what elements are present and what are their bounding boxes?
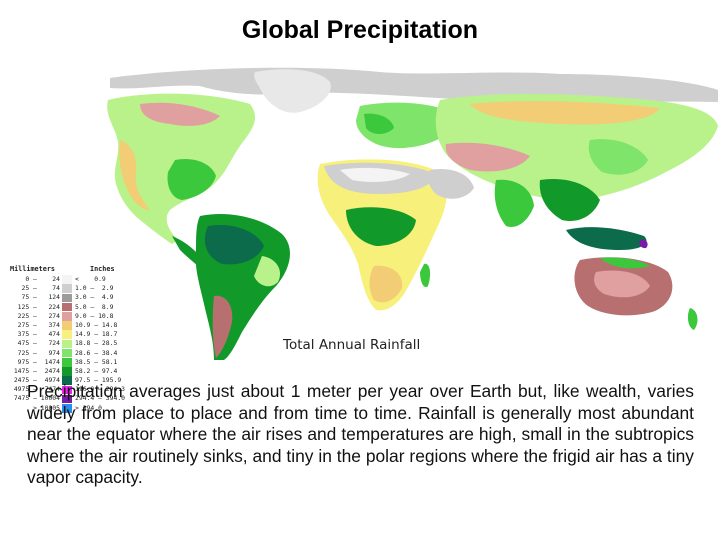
legend-inch-range: 97.5 – 195.9 [75,376,122,385]
legend-swatch [62,284,72,294]
sa-south-dry [212,295,233,358]
map-caption: Total Annual Rainfall [283,337,421,353]
legend-swatch [62,348,72,358]
slide-title: Global Precipitation [241,16,479,44]
australia-core [594,270,650,298]
legend-inch-range: 9.0 – 10.8 [75,311,114,320]
asia [435,93,718,201]
legend-swatch [62,403,72,413]
legend-row: 1475 – 2474 58.2 – 97.4 [6,367,144,376]
central-asia-dry [445,142,530,172]
legend-mm-range: 75 – 124 [21,293,60,302]
legend-inch-range: 14.9 – 18.7 [75,330,118,339]
legend-mm-range: 275 – 374 [17,320,60,329]
legend-mm-range: 25 – 74 [21,284,60,293]
world-map-graphic [107,67,718,360]
indonesia [566,227,647,250]
legend-swatch [62,376,72,385]
legend-swatch [62,367,72,376]
legend-mm-range: 975 – 1474 [17,357,60,366]
legend-swatch [62,312,72,321]
legend-inch-range: 38.5 – 58.1 [75,357,118,366]
legend-row: 725 – 974 28.6 – 38.4 [6,349,144,358]
legend-row: 475 – 724 18.8 – 28.5 [6,339,144,349]
legend-inch-range: 1.0 – 2.9 [75,284,114,293]
legend-swatch [62,293,72,303]
legend-row: 275 – 374 10.9 – 14.8 [6,321,144,330]
amazon-core [204,224,264,265]
legend-inch-range: 3.0 – 4.9 [75,293,114,302]
legend-row: 125 – 224 5.0 – 8.9 [6,303,144,312]
legend-inch-range: 5.0 – 8.9 [75,302,114,311]
east-asia [588,139,648,175]
legend-inch-range: 58.2 – 97.4 [75,366,118,375]
legend-inch-range: 18.8 – 28.5 [75,339,118,348]
legend-mm-range: > 10005 [33,403,60,412]
legend-row: 225 – 274 9.0 – 10.8 [6,312,144,321]
new-zealand [687,308,698,330]
legend-mm-range: 725 – 974 [17,348,60,357]
map-legend: Millimeters Inches 0 – 24 < 0.9 25 – 74 1.0… [6,265,144,413]
sahara-core [340,167,410,182]
legend-inch-range: < 0.9 [75,275,106,283]
legend-row: 0 – 24 < 0.9 [6,275,144,284]
legend-row: 975 – 1474 38.5 – 58.1 [6,358,144,367]
legend-swatch [62,394,72,404]
legend-swatch [62,302,72,312]
legend-row: 75 – 124 3.0 – 4.9 [6,293,144,303]
sa-east [254,256,281,287]
legend-swatch [62,339,72,349]
legend-swatch [62,275,72,284]
legend-mm-range: 2475 – 4974 [13,376,60,385]
legend-swatch [62,321,72,330]
legend-mm-range: 1475 – 2474 [13,366,60,375]
legend-inch-range: > 394.0 [75,403,102,412]
europe [356,102,453,149]
legend-mm-range: 475 – 724 [17,339,60,348]
legend-mm-range: 375 – 474 [17,330,60,339]
se-asia [539,178,600,222]
southern-africa [369,265,403,303]
legend-inch-range: 196.0 – 294.3 [75,385,126,394]
na-north-dry [140,102,220,126]
australia-north-wet [600,257,650,269]
legend-mm-range: 0 – 24 [25,275,60,283]
legend-row: 375 – 474 14.9 – 18.7 [6,330,144,340]
madagascar [420,263,431,288]
legend-inch-range: 294.4 – 394.0 [75,394,126,403]
legend-swatch [62,330,72,340]
legend-mm-range: 4975 – 7474 [13,385,60,394]
legend-row: > 10005 > 394.0 [6,404,144,413]
legend-row: 7475 – 10004 294.4 – 394.0 [6,394,144,404]
middle-east [428,168,474,199]
legend-inch-range: 10.9 – 14.8 [75,320,118,329]
greenland [254,69,331,113]
legend-row: 4975 – 7474 196.0 – 294.3 [6,385,144,395]
indonesia-wet-spot [639,239,648,249]
legend-swatch [62,357,72,367]
na-west-dry [119,140,150,210]
legend-mm-header: Millimeters [10,265,56,273]
siberia-dry [470,101,660,125]
legend-inch-range: 28.6 – 38.4 [75,348,118,357]
body-paragraph: Precipitation averages just about 1 mete… [27,381,694,488]
central-africa-wet [346,207,416,246]
legend-mm-range: 225 – 274 [17,311,60,320]
legend-mm-range: 7475 – 10004 [13,394,60,403]
rainfall-map: Millimeters Inches 0 – 24 < 0.9 25 – 74 1.0… [0,60,720,413]
legend-header: Millimeters Inches [6,265,144,273]
india [494,179,534,228]
legend-in-header: Inches [90,265,115,273]
europe-wet [364,113,394,134]
legend-row: 2475 – 4974 97.5 – 195.9 [6,376,144,385]
na-east-wet [167,158,216,200]
legend-swatch [62,385,72,395]
legend-rows: 0 – 24 < 0.9 25 – 74 1.0 – 2.9 75 – 124 3.0 –… [6,275,144,413]
legend-mm-range: 125 – 224 [17,302,60,311]
legend-row: 25 – 74 1.0 – 2.9 [6,284,144,294]
